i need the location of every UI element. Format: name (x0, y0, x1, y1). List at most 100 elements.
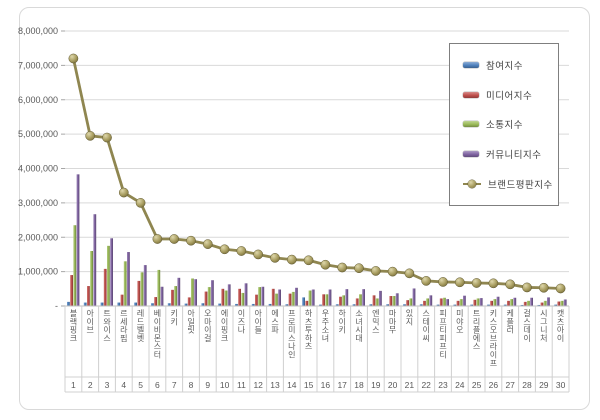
bar-미디어지수-rank7 (171, 289, 174, 306)
bar-참여지수-rank26 (487, 304, 490, 306)
y-axis-label: 8,000,000 (18, 26, 58, 36)
bar-미디어지수-rank28 (523, 301, 527, 306)
bar-참여지수-rank28 (520, 304, 524, 306)
bar-미디어지수-rank12 (255, 294, 258, 306)
bar-소통지수-rank15 (308, 290, 312, 306)
bar-미디어지수-rank15 (305, 300, 309, 306)
bar-소통지수-rank10 (224, 290, 228, 306)
bar-커뮤니티지수-rank6 (160, 286, 164, 306)
bar-참여지수-rank18 (352, 304, 356, 306)
marker-브랜드평판지수-rank18 (354, 263, 364, 274)
marker-브랜드평판지수-rank21 (404, 268, 415, 279)
marker-브랜드평판지수-rank6 (152, 234, 163, 244)
bar-커뮤니티지수-rank3 (110, 238, 113, 306)
bar-참여지수-rank20 (386, 304, 389, 306)
bar-소통지수-rank18 (359, 294, 362, 306)
category-rank: 19 (371, 380, 381, 390)
marker-브랜드평판지수-rank4 (118, 187, 129, 198)
bar-미디어지수-rank24 (456, 300, 460, 306)
bar-커뮤니티지수-rank2 (93, 214, 97, 306)
marker-브랜드평판지수-rank15 (303, 255, 314, 266)
bar-커뮤니티지수-rank23 (446, 299, 449, 306)
bar-커뮤니티지수-rank29 (547, 297, 550, 306)
bar-미디어지수-rank30 (557, 301, 561, 306)
bar-소통지수-rank25 (476, 298, 480, 306)
category-rank: 2 (88, 380, 93, 390)
bar-소통지수-rank14 (291, 291, 295, 306)
category-rank: 17 (337, 380, 347, 390)
bar-소통지수-rank28 (527, 300, 530, 306)
bar-소통지수-rank23 (443, 297, 446, 306)
bar-소통지수-rank2 (90, 251, 93, 306)
bar-참여지수-rank4 (117, 302, 121, 306)
bar-참여지수-rank9 (201, 303, 205, 306)
bar-미디어지수-rank22 (423, 300, 426, 306)
bar-참여지수-rank22 (419, 304, 423, 306)
marker-브랜드평판지수-rank23 (438, 277, 448, 287)
bar-커뮤니티지수-rank10 (227, 284, 231, 306)
bar-소통지수-rank1 (73, 225, 77, 306)
legend-item-커뮤니티지수: 커뮤니티지수 (463, 144, 554, 164)
bar-참여지수-rank19 (369, 304, 373, 306)
bar-소통지수-rank4 (123, 261, 127, 306)
bar-커뮤니티지수-rank14 (295, 287, 298, 306)
bar-미디어지수-rank5 (137, 280, 141, 306)
marker-브랜드평판지수-rank22 (421, 276, 432, 286)
category-rank: 4 (121, 380, 126, 390)
bar-참여지수-rank14 (285, 304, 289, 306)
marker-브랜드평판지수-rank16 (320, 259, 331, 270)
category-rank: 27 (505, 380, 515, 390)
bar-커뮤니티지수-rank27 (513, 297, 517, 306)
bar-참여지수-rank21 (403, 304, 406, 306)
bar-미디어지수-rank3 (103, 268, 107, 306)
category-rank: 28 (522, 380, 532, 390)
category-rank: 6 (155, 380, 160, 390)
marker-브랜드평판지수-rank27 (505, 279, 516, 290)
legend-swatch-icon (463, 121, 479, 128)
category-rank: 12 (253, 380, 263, 390)
bar-커뮤니티지수-rank20 (395, 293, 399, 306)
bar-참여지수-rank1 (67, 301, 70, 306)
bar-참여지수-rank6 (151, 303, 154, 306)
marker-브랜드평판지수-rank28 (522, 282, 532, 293)
bar-미디어지수-rank9 (204, 291, 208, 306)
legend-label: 브랜드평판지수 (488, 180, 553, 192)
bar-참여지수-rank5 (134, 302, 137, 306)
bar-참여지수-rank16 (319, 304, 322, 306)
bar-소통지수-rank7 (174, 286, 177, 306)
bar-소통지수-rank19 (375, 298, 379, 306)
bar-미디어지수-rank19 (372, 295, 376, 306)
bar-미디어지수-rank27 (507, 300, 510, 306)
bar-소통지수-rank5 (140, 272, 144, 306)
bar-소통지수-rank20 (392, 296, 396, 306)
category-rank: 29 (539, 380, 549, 390)
legend-label: 커뮤니티지수 (486, 150, 542, 162)
bar-커뮤니티지수-rank13 (278, 289, 281, 306)
bar-커뮤니티지수-rank5 (143, 265, 147, 306)
category-rank: 11 (237, 380, 246, 390)
bar-미디어지수-rank16 (322, 294, 325, 306)
category-rank: 1 (71, 380, 76, 390)
bar-소통지수-rank17 (342, 295, 345, 306)
category-rank: 30 (556, 380, 566, 390)
category-rank: 13 (270, 380, 280, 390)
bar-참여지수-rank27 (503, 304, 507, 306)
bar-미디어지수-rank4 (120, 294, 124, 306)
category-rank: 8 (189, 380, 194, 390)
marker-브랜드평판지수-rank26 (488, 278, 499, 289)
marker-브랜드평판지수-rank29 (538, 282, 549, 293)
bar-참여지수-rank30 (554, 304, 557, 306)
bar-커뮤니티지수-rank26 (496, 296, 500, 306)
bar-소통지수-rank12 (258, 287, 261, 306)
bar-커뮤니티지수-rank17 (345, 289, 349, 306)
bar-소통지수-rank29 (543, 300, 547, 306)
y-axis-label: 3,000,000 (18, 198, 58, 208)
y-axis-label: 5,000,000 (18, 129, 58, 139)
